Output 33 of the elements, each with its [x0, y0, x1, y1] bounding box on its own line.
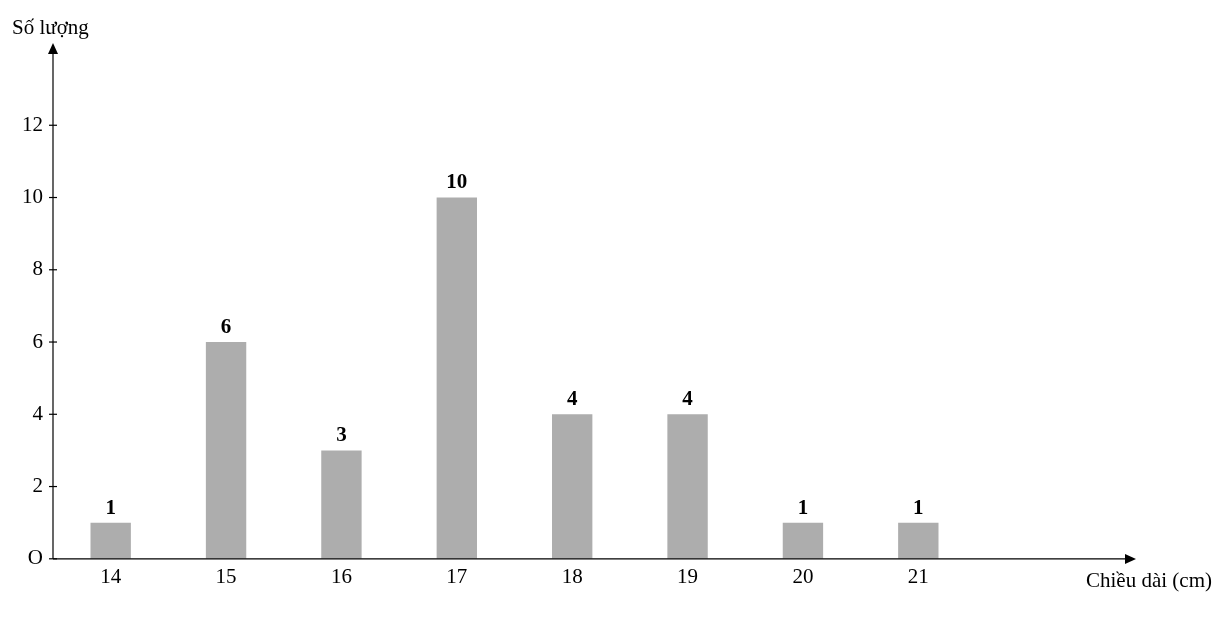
y-tick-label: 2	[32, 473, 43, 498]
y-tick-label: 6	[32, 328, 43, 353]
bar	[782, 522, 824, 559]
x-tick-label: 15	[215, 563, 237, 588]
data-label: 1	[105, 494, 116, 519]
data-label: 4	[682, 386, 694, 411]
y-tick-label: 12	[22, 111, 43, 136]
data-label: 1	[913, 494, 924, 519]
bar	[90, 522, 131, 559]
x-tick-label: 20	[792, 563, 814, 588]
data-label: 6	[220, 313, 232, 338]
x-tick-label: 19	[677, 563, 699, 588]
text: Chiều dài (cm)	[1086, 567, 1212, 592]
y-tick-label: O	[27, 545, 43, 570]
data-label: 3	[336, 422, 347, 447]
bar	[898, 522, 939, 559]
bar	[321, 450, 362, 559]
data-label: 10	[446, 169, 468, 194]
bar	[667, 414, 708, 559]
x-tick-label: 17	[446, 563, 468, 588]
x-tick-label: 21	[907, 563, 929, 588]
bar	[552, 414, 593, 559]
bar	[436, 197, 477, 559]
data-label: 4	[566, 386, 578, 411]
data-label: 1	[797, 494, 809, 519]
bar	[205, 342, 247, 559]
x-tick-label: 16	[330, 563, 352, 588]
x-tick-label: 18	[561, 563, 583, 588]
y-tick-label: 10	[22, 184, 43, 209]
y-axis-title: Số lượng	[12, 15, 90, 40]
y-tick-label: 4	[32, 400, 44, 425]
x-tick-label: 14	[100, 563, 122, 588]
y-tick-label: 8	[32, 256, 43, 281]
